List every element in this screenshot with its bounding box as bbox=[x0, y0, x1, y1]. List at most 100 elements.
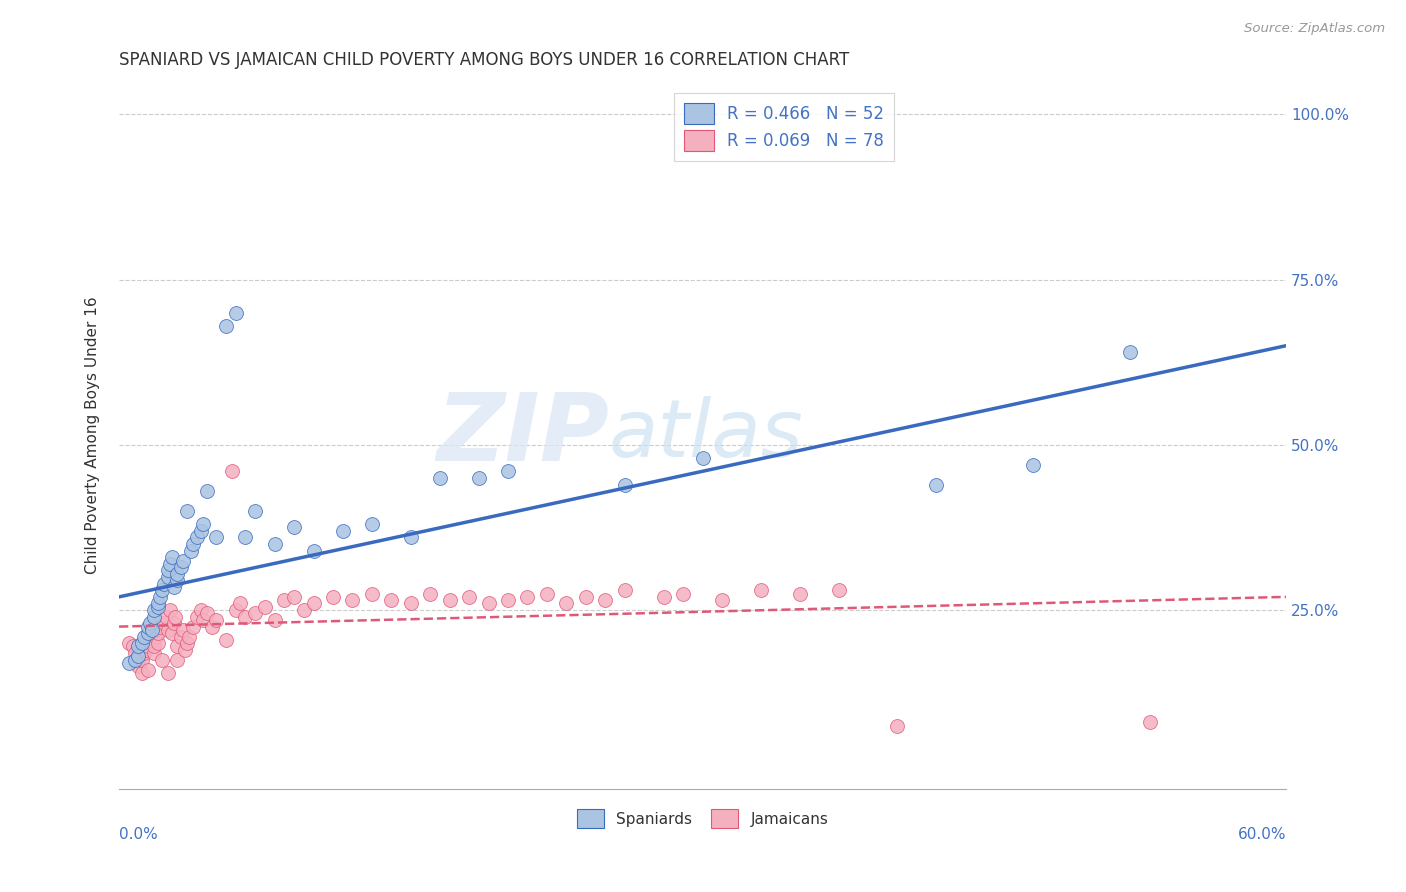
Point bbox=[575, 590, 598, 604]
Point bbox=[1022, 458, 1045, 472]
Point bbox=[652, 590, 675, 604]
Point bbox=[235, 609, 257, 624]
Legend: Spaniards, Jamaicans: Spaniards, Jamaicans bbox=[571, 803, 834, 834]
Point bbox=[215, 318, 238, 333]
Point bbox=[166, 653, 188, 667]
Point bbox=[439, 593, 461, 607]
Point bbox=[710, 593, 733, 607]
Point bbox=[263, 537, 285, 551]
Point bbox=[146, 626, 169, 640]
Point bbox=[360, 517, 382, 532]
Point bbox=[555, 597, 578, 611]
Point bbox=[152, 576, 174, 591]
Point bbox=[186, 609, 208, 624]
Point bbox=[245, 504, 267, 518]
Point bbox=[166, 574, 188, 588]
Point bbox=[458, 590, 481, 604]
Point bbox=[399, 530, 422, 544]
Point bbox=[143, 609, 166, 624]
Point bbox=[165, 609, 187, 624]
Point bbox=[141, 623, 163, 637]
Point bbox=[159, 557, 181, 571]
Point bbox=[186, 530, 208, 544]
Point bbox=[156, 665, 179, 680]
Point bbox=[225, 306, 247, 320]
Point bbox=[322, 590, 344, 604]
Point bbox=[118, 656, 141, 670]
Point bbox=[160, 550, 183, 565]
Point bbox=[162, 580, 184, 594]
Text: Source: ZipAtlas.com: Source: ZipAtlas.com bbox=[1244, 22, 1385, 36]
Point bbox=[283, 590, 305, 604]
Point bbox=[399, 597, 422, 611]
Point bbox=[170, 560, 193, 574]
Point bbox=[149, 590, 172, 604]
Point bbox=[124, 653, 146, 667]
Point bbox=[672, 586, 695, 600]
Point bbox=[143, 646, 166, 660]
Point bbox=[205, 613, 228, 627]
Point bbox=[215, 632, 238, 647]
Point bbox=[225, 603, 247, 617]
Text: SPANIARD VS JAMAICAN CHILD POVERTY AMONG BOYS UNDER 16 CORRELATION CHART: SPANIARD VS JAMAICAN CHILD POVERTY AMONG… bbox=[120, 51, 849, 69]
Point bbox=[143, 640, 166, 654]
Point bbox=[342, 593, 364, 607]
Point bbox=[156, 564, 179, 578]
Point bbox=[429, 471, 451, 485]
Point bbox=[886, 719, 908, 733]
Point bbox=[128, 640, 150, 654]
Point bbox=[141, 626, 163, 640]
Point bbox=[593, 593, 616, 607]
Point bbox=[253, 599, 276, 614]
Point bbox=[613, 583, 636, 598]
Point bbox=[162, 616, 184, 631]
Text: ZIP: ZIP bbox=[436, 389, 609, 481]
Point bbox=[146, 636, 169, 650]
Point bbox=[136, 663, 159, 677]
Point bbox=[172, 623, 194, 637]
Point bbox=[134, 646, 156, 660]
Point bbox=[121, 640, 143, 654]
Point bbox=[136, 640, 159, 654]
Point bbox=[180, 543, 202, 558]
Point bbox=[146, 599, 169, 614]
Point bbox=[150, 653, 173, 667]
Point bbox=[692, 451, 714, 466]
Point bbox=[166, 566, 188, 581]
Text: 60.0%: 60.0% bbox=[1237, 828, 1286, 842]
Point bbox=[149, 619, 172, 633]
Point bbox=[181, 537, 204, 551]
Text: atlas: atlas bbox=[609, 396, 804, 474]
Point bbox=[174, 642, 197, 657]
Point bbox=[170, 630, 193, 644]
Point bbox=[1139, 715, 1161, 730]
Point bbox=[1119, 345, 1142, 359]
Point bbox=[139, 616, 162, 631]
Point bbox=[191, 613, 214, 627]
Point bbox=[150, 583, 173, 598]
Point bbox=[176, 636, 198, 650]
Point bbox=[131, 653, 153, 667]
Point bbox=[156, 570, 179, 584]
Point bbox=[536, 586, 558, 600]
Point bbox=[283, 520, 305, 534]
Point bbox=[166, 640, 188, 654]
Point bbox=[205, 530, 228, 544]
Point bbox=[789, 586, 811, 600]
Point bbox=[190, 603, 212, 617]
Point bbox=[273, 593, 295, 607]
Point bbox=[190, 524, 212, 538]
Point bbox=[360, 586, 382, 600]
Point bbox=[176, 504, 198, 518]
Point bbox=[749, 583, 772, 598]
Point bbox=[925, 477, 948, 491]
Point bbox=[172, 553, 194, 567]
Point bbox=[245, 607, 267, 621]
Point bbox=[118, 636, 141, 650]
Point bbox=[146, 597, 169, 611]
Point bbox=[496, 464, 519, 478]
Point bbox=[152, 616, 174, 631]
Point bbox=[159, 603, 181, 617]
Text: 0.0%: 0.0% bbox=[120, 828, 157, 842]
Point bbox=[139, 632, 162, 647]
